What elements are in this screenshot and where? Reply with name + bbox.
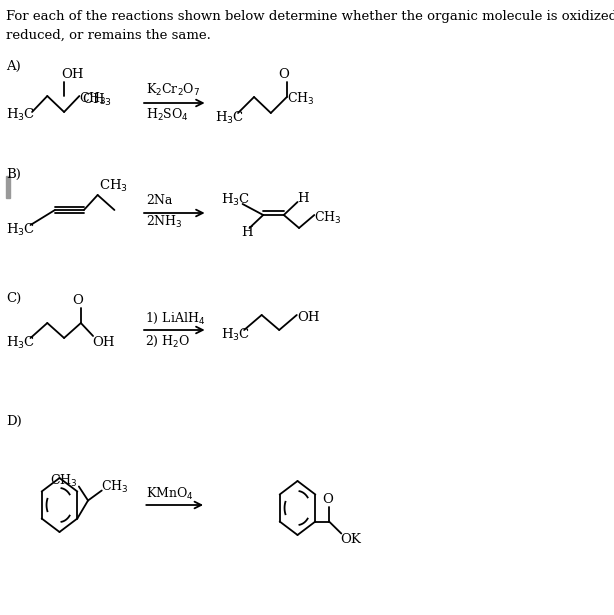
Text: 2NH$_3$: 2NH$_3$ [147, 214, 183, 230]
Text: K$_2$Cr$_2$O$_7$: K$_2$Cr$_2$O$_7$ [147, 82, 201, 98]
Text: OH: OH [92, 336, 115, 349]
Text: O: O [278, 68, 289, 81]
Text: H$_3$C: H$_3$C [6, 222, 36, 238]
Text: H$_3$C: H$_3$C [6, 335, 36, 351]
Text: H: H [297, 191, 308, 205]
Bar [6, 176, 10, 198]
Text: For each of the reactions shown below determine whether the organic molecule is : For each of the reactions shown below de… [6, 10, 614, 42]
Text: H: H [241, 226, 253, 239]
Text: OH: OH [297, 311, 319, 323]
Text: D): D) [6, 415, 22, 428]
Text: O: O [322, 493, 333, 506]
Text: H$_2$SO$_4$: H$_2$SO$_4$ [147, 107, 189, 123]
Text: C): C) [6, 292, 21, 305]
Text: H$_3$C: H$_3$C [6, 107, 36, 123]
Text: CH$_3$: CH$_3$ [50, 472, 77, 488]
Text: OH: OH [61, 68, 84, 81]
Text: KMnO$_4$: KMnO$_4$ [147, 486, 194, 502]
Text: 1) LiAlH$_4$: 1) LiAlH$_4$ [145, 311, 205, 325]
Text: H$_3$C: H$_3$C [221, 192, 251, 208]
Text: CH$_3$: CH$_3$ [314, 210, 342, 226]
Text: A): A) [6, 60, 21, 73]
Text: B): B) [6, 168, 21, 181]
Text: O: O [72, 293, 84, 306]
Text: 2) H$_2$O: 2) H$_2$O [145, 333, 190, 349]
Text: CH$_3$: CH$_3$ [79, 91, 107, 107]
Text: CH$_3$: CH$_3$ [287, 91, 314, 107]
Text: CH$_3$: CH$_3$ [101, 478, 128, 494]
Text: OK: OK [340, 533, 360, 546]
Text: CH$_3$: CH$_3$ [99, 178, 128, 194]
Text: H$_3$C: H$_3$C [215, 110, 244, 126]
Text: 2Na: 2Na [147, 194, 173, 207]
Text: H$_3$C: H$_3$C [221, 327, 251, 343]
Text: $\mathsf{^{,}}$CH$_3$: $\mathsf{^{,}}$CH$_3$ [79, 92, 111, 108]
